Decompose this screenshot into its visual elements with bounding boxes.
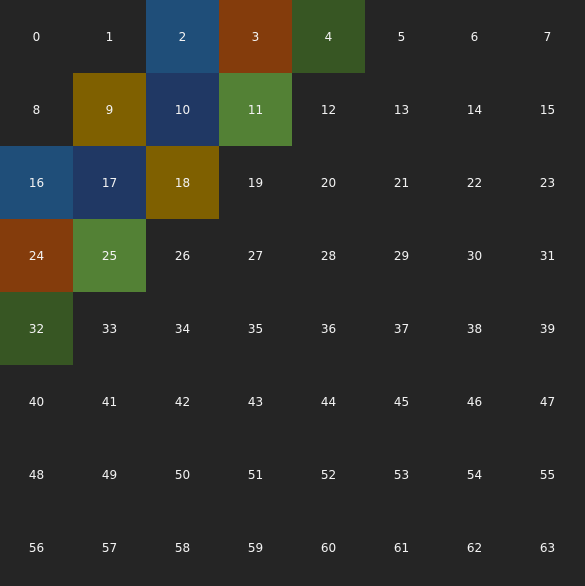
grid-cell-36: 36 xyxy=(320,321,337,336)
grid-cell-41: 41 xyxy=(101,394,118,409)
grid-cell-26: 26 xyxy=(174,248,191,263)
grid-cell-22: 22 xyxy=(466,175,483,190)
grid-cell-7: 7 xyxy=(543,29,552,44)
grid-cell-35: 35 xyxy=(247,321,264,336)
grid-cell-29: 29 xyxy=(393,248,410,263)
grid-cell-19: 19 xyxy=(247,175,264,190)
grid-cell-39: 39 xyxy=(539,321,556,336)
grid-cell-6: 6 xyxy=(470,29,479,44)
grid-cell-59: 59 xyxy=(247,540,264,555)
grid-cell-33: 33 xyxy=(101,321,118,336)
grid-cell-52: 52 xyxy=(320,467,337,482)
grid-cell-63: 63 xyxy=(539,540,556,555)
grid-cell-18: 18 xyxy=(146,146,219,219)
grid-cell-15: 15 xyxy=(539,102,556,117)
grid-cell-31: 31 xyxy=(539,248,556,263)
grid-cell-57: 57 xyxy=(101,540,118,555)
grid-cell-34: 34 xyxy=(174,321,191,336)
grid-cell-60: 60 xyxy=(320,540,337,555)
grid-cell-13: 13 xyxy=(393,102,410,117)
grid-cell-12: 12 xyxy=(320,102,337,117)
grid-cell-61: 61 xyxy=(393,540,410,555)
grid-cell-2: 2 xyxy=(146,0,219,73)
grid-cell-30: 30 xyxy=(466,248,483,263)
grid-cell-50: 50 xyxy=(174,467,191,482)
grid-cell-10: 10 xyxy=(146,73,219,146)
grid-cell-27: 27 xyxy=(247,248,264,263)
grid-cell-5: 5 xyxy=(397,29,406,44)
grid-cell-4: 4 xyxy=(292,0,365,73)
grid-cell-44: 44 xyxy=(320,394,337,409)
grid-cell-37: 37 xyxy=(393,321,410,336)
grid-cell-11: 11 xyxy=(219,73,292,146)
grid-cell-1: 1 xyxy=(105,29,114,44)
grid-cell-38: 38 xyxy=(466,321,483,336)
grid-cell-42: 42 xyxy=(174,394,191,409)
grid-cell-55: 55 xyxy=(539,467,556,482)
grid-cell-3: 3 xyxy=(219,0,292,73)
grid-cell-32: 32 xyxy=(0,292,73,365)
grid-cell-8: 8 xyxy=(32,102,41,117)
grid-cell-20: 20 xyxy=(320,175,337,190)
grid-cell-45: 45 xyxy=(393,394,410,409)
grid-cell-54: 54 xyxy=(466,467,483,482)
grid-cell-49: 49 xyxy=(101,467,118,482)
grid-cell-24: 24 xyxy=(0,219,73,292)
grid-cell-21: 21 xyxy=(393,175,410,190)
grid-cell-53: 53 xyxy=(393,467,410,482)
grid-cell-16: 16 xyxy=(0,146,73,219)
grid-cell-40: 40 xyxy=(28,394,45,409)
grid-cell-48: 48 xyxy=(28,467,45,482)
grid-cell-14: 14 xyxy=(466,102,483,117)
grid-cell-25: 25 xyxy=(73,219,146,292)
grid-cell-28: 28 xyxy=(320,248,337,263)
grid-cell-23: 23 xyxy=(539,175,556,190)
grid-cell-58: 58 xyxy=(174,540,191,555)
grid-cell-47: 47 xyxy=(539,394,556,409)
grid-cell-62: 62 xyxy=(466,540,483,555)
grid-cell-17: 17 xyxy=(73,146,146,219)
grid-cell-0: 0 xyxy=(32,29,41,44)
grid-cell-51: 51 xyxy=(247,467,264,482)
grid-cell-43: 43 xyxy=(247,394,264,409)
grid-cell-9: 9 xyxy=(73,73,146,146)
grid-cell-56: 56 xyxy=(28,540,45,555)
grid-cell-46: 46 xyxy=(466,394,483,409)
